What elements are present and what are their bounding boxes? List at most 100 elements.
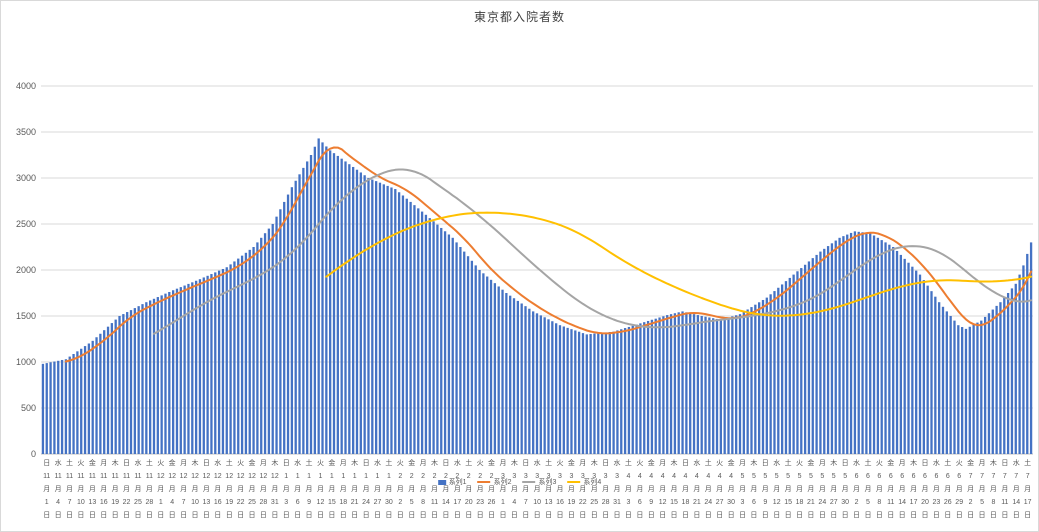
- bar: [279, 209, 282, 454]
- line-series: [153, 168, 1033, 335]
- bar: [869, 233, 872, 454]
- bar: [516, 300, 519, 454]
- bar: [417, 208, 420, 454]
- bar: [551, 321, 554, 454]
- bar: [903, 258, 906, 454]
- bar: [555, 323, 558, 454]
- bar: [348, 164, 351, 454]
- bar: [478, 270, 481, 454]
- bar: [892, 247, 895, 454]
- bar: [754, 304, 757, 454]
- bar: [677, 312, 680, 454]
- bar: [225, 267, 228, 454]
- bar: [49, 362, 52, 454]
- bar: [972, 324, 975, 454]
- bar: [520, 303, 523, 454]
- bar: [164, 293, 167, 454]
- bar: [788, 277, 791, 454]
- bar: [876, 237, 880, 454]
- bar: [413, 205, 416, 454]
- bar: [443, 231, 447, 454]
- bar: [401, 195, 405, 455]
- bar: [612, 331, 615, 454]
- bar: [842, 236, 845, 454]
- bar: [581, 333, 585, 454]
- bar: [865, 232, 868, 454]
- legend-label: 系列4: [583, 479, 602, 486]
- bar: [654, 318, 657, 454]
- bar: [76, 351, 79, 454]
- bar: [620, 329, 623, 454]
- bar: [543, 317, 546, 454]
- bar: [294, 180, 297, 454]
- bar: [152, 298, 156, 454]
- bar: [907, 262, 910, 454]
- bar: [424, 214, 428, 454]
- bar: [1010, 288, 1014, 454]
- bar: [436, 224, 439, 454]
- bar: [574, 330, 577, 454]
- bar: [80, 348, 83, 454]
- bar: [731, 316, 734, 454]
- legend-item: 系列3: [522, 477, 556, 487]
- bar: [953, 320, 956, 454]
- legend-label: 系列1: [448, 479, 467, 486]
- legend-item: 系列1: [437, 477, 467, 487]
- y-tick-label: 2500: [16, 219, 36, 229]
- bar: [359, 172, 362, 455]
- bar: [122, 314, 125, 454]
- bar: [432, 221, 435, 454]
- bar: [750, 307, 753, 454]
- bar: [332, 153, 336, 454]
- bar: [202, 277, 205, 454]
- bar: [313, 146, 316, 454]
- bar: [539, 315, 542, 454]
- bar: [374, 181, 378, 454]
- bar: [194, 280, 198, 454]
- legend-bar-marker-icon: [437, 479, 446, 485]
- bar: [83, 346, 87, 454]
- bar: [838, 237, 841, 454]
- bar: [390, 187, 393, 455]
- bar: [918, 274, 922, 454]
- bar: [960, 327, 964, 454]
- bar: [712, 318, 715, 454]
- bar: [746, 309, 749, 454]
- bar: [631, 325, 634, 454]
- bar: [915, 270, 918, 454]
- bar: [1018, 274, 1021, 454]
- bar: [298, 174, 301, 454]
- bar: [191, 282, 194, 454]
- bar: [945, 311, 948, 454]
- bar: [1029, 242, 1033, 454]
- bar: [309, 155, 313, 454]
- bar: [861, 232, 864, 454]
- bar: [796, 271, 799, 454]
- bar: [329, 150, 332, 454]
- y-tick-label: 1500: [16, 311, 36, 321]
- bar: [528, 308, 531, 454]
- bar: [171, 290, 175, 454]
- bar: [482, 273, 485, 454]
- bar: [673, 313, 677, 454]
- bar: [570, 329, 573, 454]
- bar: [700, 316, 703, 454]
- bar: [823, 248, 826, 454]
- bar: [658, 317, 661, 454]
- bar: [715, 318, 719, 454]
- bar: [830, 243, 834, 454]
- bar: [708, 317, 711, 454]
- bar: [738, 314, 742, 454]
- bar: [857, 231, 860, 454]
- bar: [352, 166, 355, 454]
- y-tick-label: 500: [21, 403, 36, 413]
- bar: [646, 320, 650, 454]
- bar: [41, 363, 45, 454]
- legend-item: 系列2: [477, 477, 512, 487]
- bar: [911, 266, 914, 454]
- bar: [229, 264, 232, 454]
- bar: [183, 285, 186, 454]
- bar: [593, 333, 596, 454]
- bar: [723, 318, 726, 454]
